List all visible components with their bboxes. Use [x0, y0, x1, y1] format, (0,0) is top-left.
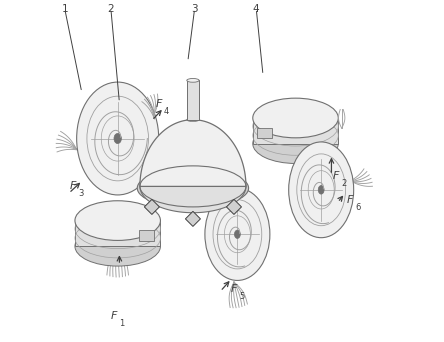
Polygon shape — [140, 120, 246, 186]
Text: 6: 6 — [355, 203, 361, 212]
Ellipse shape — [187, 79, 199, 82]
Ellipse shape — [75, 201, 160, 240]
Polygon shape — [186, 211, 200, 226]
Text: 1: 1 — [119, 319, 125, 328]
Text: 5: 5 — [239, 292, 244, 301]
Text: F: F — [347, 195, 353, 205]
FancyBboxPatch shape — [139, 231, 155, 241]
Text: 3: 3 — [78, 189, 84, 198]
Ellipse shape — [187, 118, 199, 121]
Text: 1: 1 — [61, 3, 68, 14]
Text: F: F — [70, 181, 76, 192]
Ellipse shape — [75, 226, 160, 266]
Polygon shape — [187, 80, 199, 120]
Ellipse shape — [137, 168, 249, 208]
Text: 2: 2 — [107, 3, 114, 14]
Text: F: F — [111, 311, 117, 321]
Text: F: F — [155, 99, 162, 109]
Ellipse shape — [77, 82, 159, 195]
Ellipse shape — [205, 188, 270, 280]
Text: 4: 4 — [164, 107, 169, 116]
Polygon shape — [140, 186, 246, 213]
Polygon shape — [75, 221, 160, 246]
Ellipse shape — [318, 185, 324, 194]
Text: 4: 4 — [253, 3, 259, 14]
Text: F: F — [230, 284, 237, 294]
Text: 2: 2 — [342, 179, 347, 188]
Polygon shape — [226, 199, 242, 214]
Ellipse shape — [234, 230, 240, 238]
Text: F: F — [333, 171, 340, 181]
Ellipse shape — [114, 133, 121, 144]
Polygon shape — [144, 199, 159, 214]
Polygon shape — [253, 118, 338, 144]
Text: 3: 3 — [191, 3, 198, 14]
Ellipse shape — [253, 124, 338, 163]
Ellipse shape — [289, 142, 354, 238]
Ellipse shape — [253, 98, 338, 138]
FancyBboxPatch shape — [257, 128, 273, 138]
